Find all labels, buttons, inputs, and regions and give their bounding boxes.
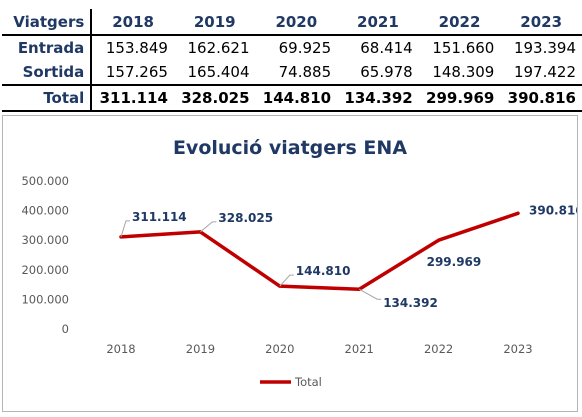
year-header: 2022 xyxy=(418,9,501,36)
data-point xyxy=(516,211,520,215)
data-label: 144.810 xyxy=(296,264,351,278)
y-tick-label: 200.000 xyxy=(21,263,69,277)
y-tick-label: 500.000 xyxy=(21,174,69,188)
viatgers-table: Viatgers 2018 2019 2020 2021 2022 2023 E… xyxy=(2,9,582,112)
data-table-container: Viatgers 2018 2019 2020 2021 2022 2023 E… xyxy=(2,9,582,112)
chart-area: Evolució viatgers ENA 0 100.000 200.000 300.… xyxy=(2,115,578,412)
series-line-total xyxy=(119,211,520,291)
total-cell: 299.969 xyxy=(418,84,501,112)
leader-line xyxy=(120,220,130,238)
line-chart: Evolució viatgers ENA 0 100.000 200.000 300.… xyxy=(21,137,577,389)
x-tick-label: 2021 xyxy=(345,342,374,356)
x-tick-label: 2018 xyxy=(106,342,135,356)
year-header: 2019 xyxy=(173,9,256,36)
table-cell: 153.849 xyxy=(105,39,168,57)
table-cell: 197.422 xyxy=(513,63,576,81)
y-tick-label: 0 xyxy=(62,322,69,336)
table-cell: 193.394 xyxy=(513,39,576,57)
table-row-sortida: Sortida 157.265 165.404 74.885 65.978 14… xyxy=(2,60,582,85)
table-cell: 148.309 xyxy=(432,63,495,81)
total-cell: 390.816 xyxy=(500,84,582,112)
data-label: 328.025 xyxy=(218,211,273,225)
data-label: 134.392 xyxy=(383,296,438,310)
row-label: Sortida xyxy=(2,60,93,85)
total-cell: 144.810 xyxy=(255,84,338,112)
table-cell: 65.978 xyxy=(360,63,413,81)
data-point xyxy=(437,238,441,242)
table-cell: 162.621 xyxy=(187,39,250,57)
y-tick-label: 100.000 xyxy=(21,292,69,306)
leader-line xyxy=(358,288,382,300)
table-row-total: Total 311.114 328.025 144.810 134.392 29… xyxy=(2,84,582,112)
row-label: Total xyxy=(2,84,93,112)
total-cell: 311.114 xyxy=(91,84,174,112)
x-tick-label: 2020 xyxy=(265,342,294,356)
year-header: 2021 xyxy=(337,9,419,36)
table-cell: 74.885 xyxy=(278,63,332,81)
table-header-row: Viatgers 2018 2019 2020 2021 2022 2023 xyxy=(2,9,582,36)
legend-label: Total xyxy=(294,375,322,389)
year-header: 2020 xyxy=(255,9,338,36)
table-cell: 157.265 xyxy=(105,63,168,81)
table-row-entrada: Entrada 153.849 162.621 69.925 68.414 15… xyxy=(2,35,582,60)
leader-line xyxy=(279,274,294,287)
table-cell: 68.414 xyxy=(360,39,413,57)
x-tick-label: 2022 xyxy=(424,342,453,356)
year-header: 2018 xyxy=(91,9,174,36)
chart-title: Evolució viatgers ENA xyxy=(173,137,407,159)
x-tick-label: 2023 xyxy=(503,342,532,356)
x-tick-label: 2019 xyxy=(186,342,215,356)
table-cell: 69.925 xyxy=(278,39,332,57)
data-label: 390.816 xyxy=(529,203,577,217)
total-cell: 328.025 xyxy=(173,84,256,112)
data-label: 299.969 xyxy=(427,255,482,269)
table-header-label: Viatgers xyxy=(2,9,93,36)
y-tick-label: 400.000 xyxy=(21,204,69,218)
table-cell: 151.660 xyxy=(432,39,495,57)
y-tick-label: 300.000 xyxy=(21,233,69,247)
table-cell: 165.404 xyxy=(187,63,250,81)
data-label: 311.114 xyxy=(132,210,187,224)
total-cell: 134.392 xyxy=(337,84,419,112)
row-label: Entrada xyxy=(2,35,93,60)
year-header: 2023 xyxy=(500,9,582,36)
leader-line xyxy=(200,221,217,233)
